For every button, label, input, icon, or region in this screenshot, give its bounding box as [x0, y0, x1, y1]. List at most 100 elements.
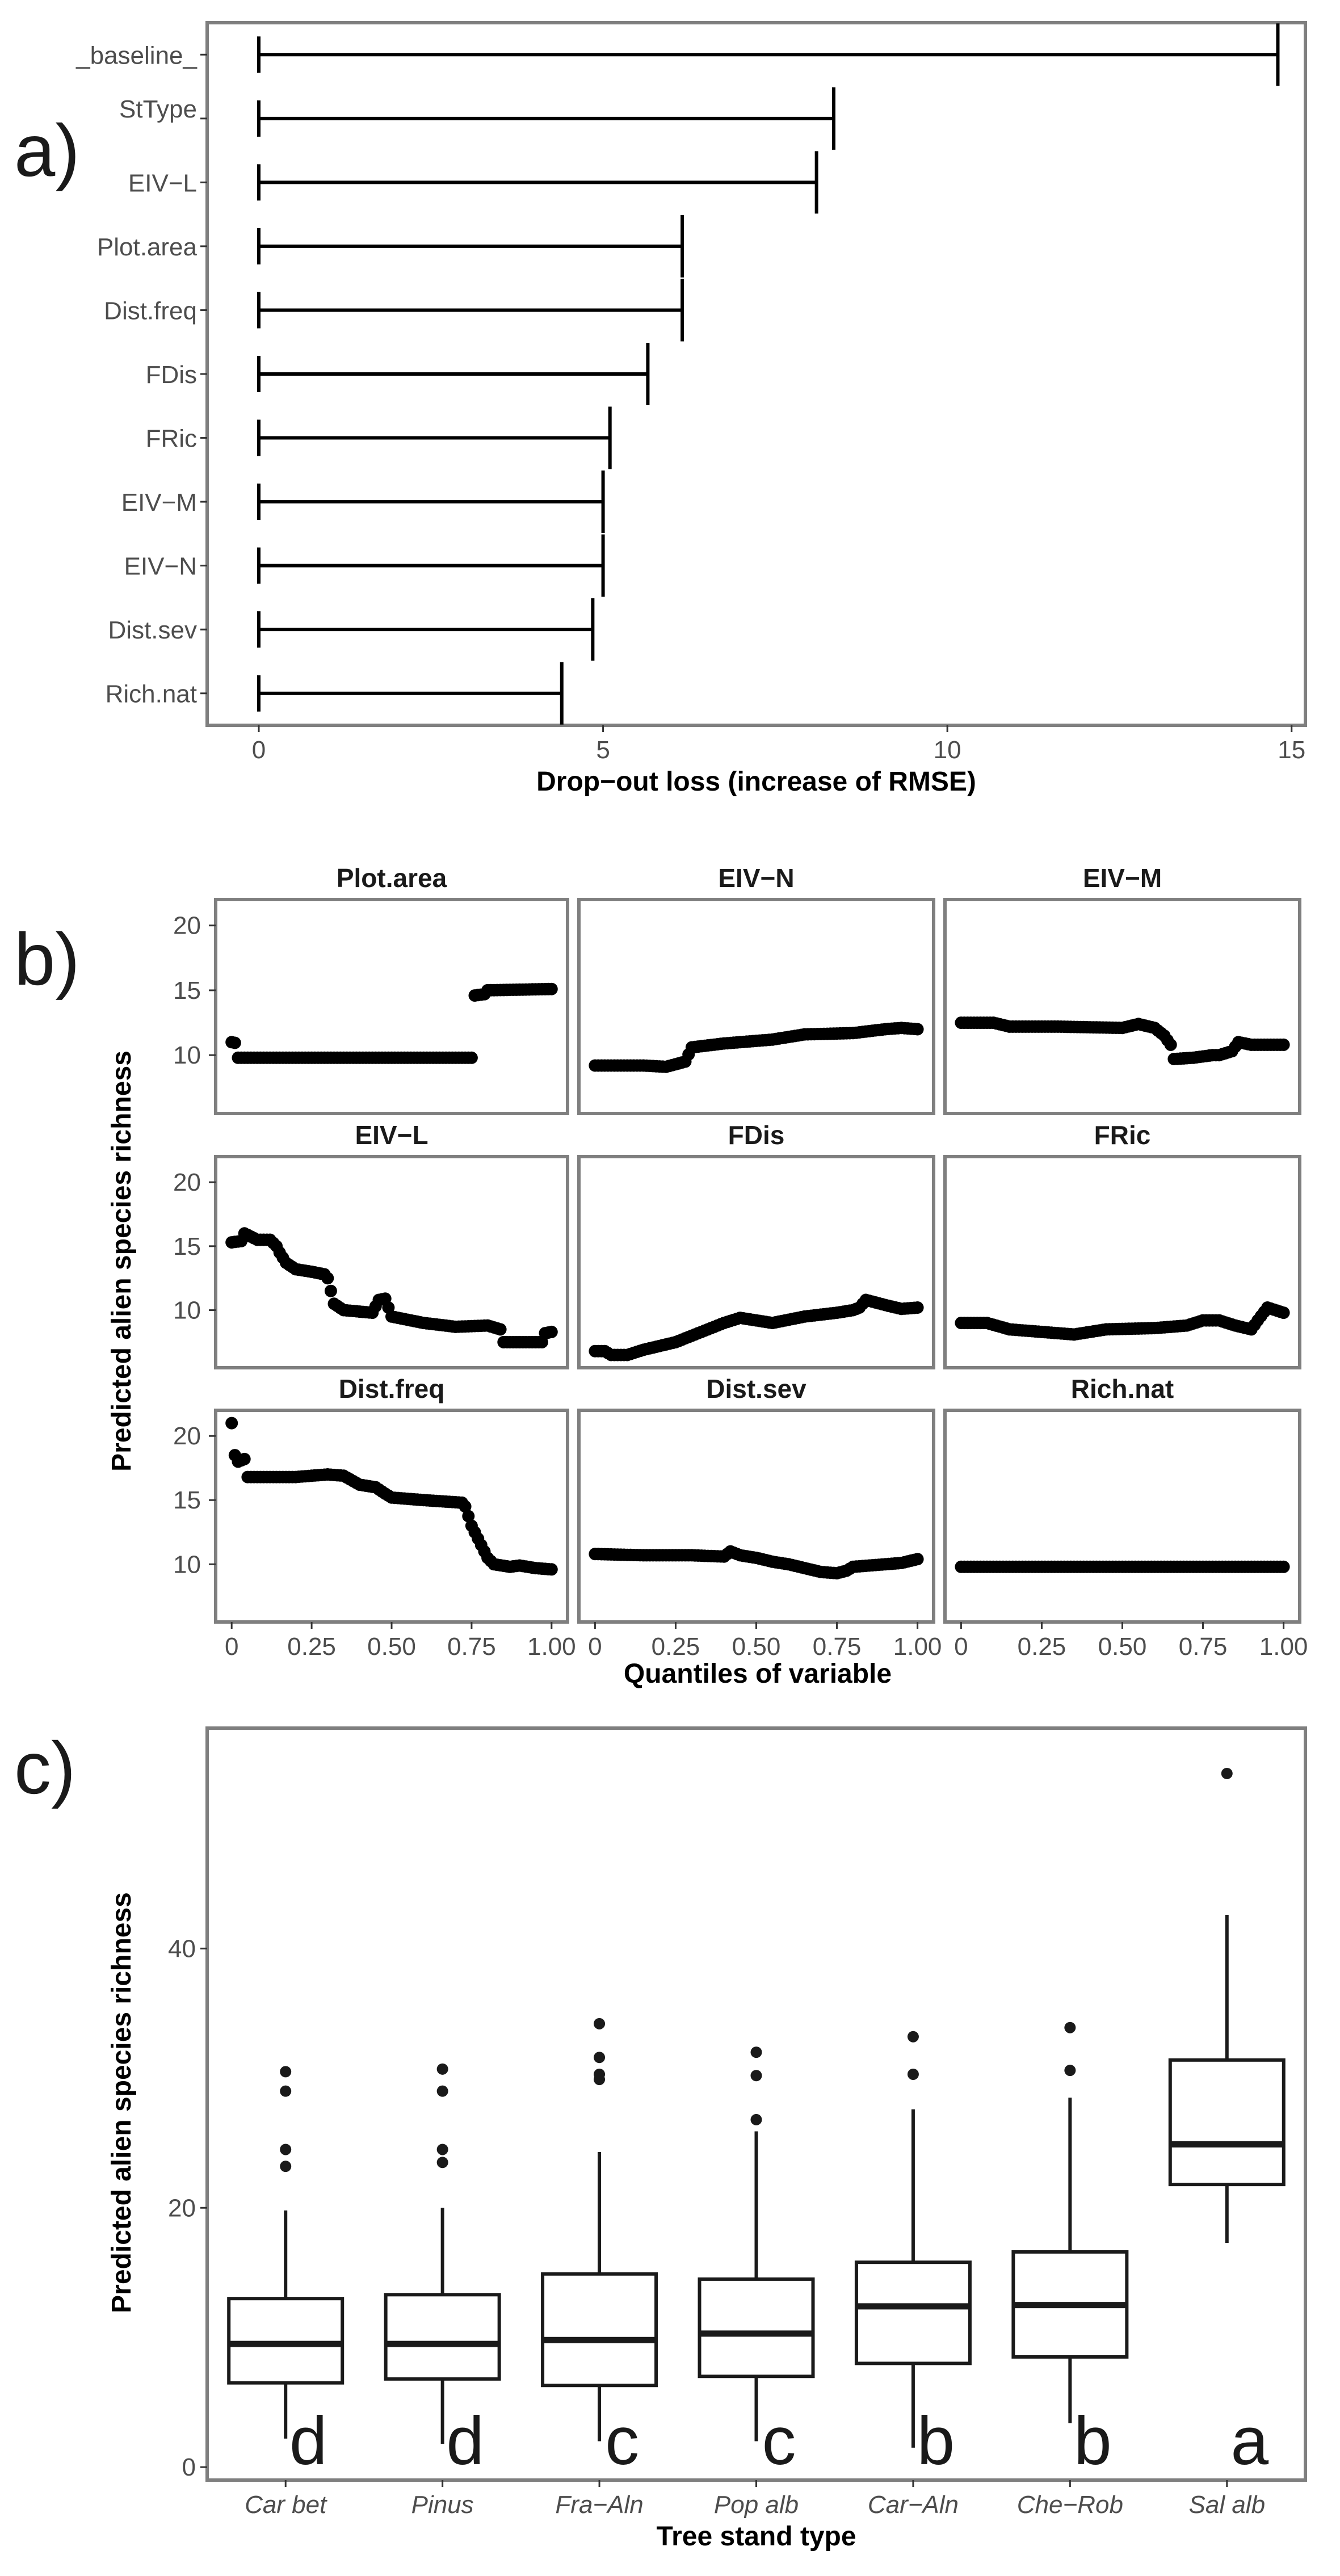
- box-0: [227, 2066, 345, 2439]
- outlier-point: [436, 2157, 448, 2169]
- facet-frame-4: [577, 1155, 935, 1369]
- y-tick-label-6-1: 15: [173, 1486, 201, 1514]
- y-tick-label-3: Plot.area: [97, 233, 198, 261]
- group-letter-3: c: [762, 2403, 796, 2479]
- profile-point: [1277, 1306, 1290, 1319]
- x-tick-label-6-1: 0.25: [287, 1633, 336, 1661]
- profile-facet-chart: Plot.area 10 15 20 EIV−N EIV−M EIV−L 10 15 20 FDis…: [107, 863, 1308, 1689]
- y-tick-label-0-1: 15: [173, 977, 201, 1005]
- y-tick-label-6-0: 10: [173, 1550, 201, 1578]
- x-tick-label-7-3: 0.75: [813, 1633, 862, 1661]
- y-tick-label-3-0: 10: [173, 1297, 201, 1325]
- y-tick-label-0: _baseline_: [75, 41, 197, 69]
- x-tick-label-8-3: 0.75: [1179, 1633, 1228, 1661]
- outlier-point: [594, 2052, 606, 2064]
- facet-title-0: Plot.area: [337, 863, 447, 893]
- x-tick-label-7-1: 0.25: [652, 1633, 700, 1661]
- outlier-point: [1064, 2065, 1076, 2077]
- outlier-point: [750, 2046, 762, 2058]
- dropout-loss-chart: _baseline_ StType EIV−L Plot.area Dist.freq F…: [75, 21, 1307, 797]
- box-body-1: [384, 2293, 501, 2381]
- profile-point: [238, 1452, 251, 1465]
- y-tick-label-2: EIV−L: [128, 169, 197, 197]
- x-tick-label-7-2: 0.50: [732, 1633, 781, 1661]
- box-4: [854, 2031, 972, 2448]
- outlier-point: [907, 2031, 919, 2043]
- x-tick-label-4: Car−Aln: [868, 2491, 959, 2519]
- facet-frame-0: [214, 898, 569, 1115]
- facet-points-7: [589, 1545, 924, 1580]
- x-tick-label-2: Fra−Aln: [555, 2491, 643, 2519]
- x-tick-label-2: 10: [934, 736, 961, 764]
- y-tick-label-3-1: 15: [173, 1233, 201, 1260]
- outlier-point: [280, 2066, 292, 2078]
- profile-point: [321, 1272, 334, 1285]
- group-letter-4: b: [917, 2403, 955, 2479]
- x-tick-label-6-3: 0.75: [447, 1633, 496, 1661]
- box-5: [1011, 2022, 1129, 2423]
- box-body-2: [541, 2272, 658, 2388]
- y-axis-title: Predicted alien species richness: [107, 1892, 137, 2313]
- group-letter-0: d: [289, 2403, 327, 2479]
- profile-point: [459, 1500, 472, 1513]
- outlier-point: [436, 2063, 448, 2075]
- facet-title-3: EIV−L: [355, 1120, 428, 1150]
- facet-frame-8: [943, 1409, 1301, 1624]
- y-tick-label-8: EIV−N: [124, 553, 197, 581]
- outlier-point: [907, 2068, 919, 2080]
- profile-point: [545, 982, 558, 995]
- x-tick-label-8-4: 1.00: [1259, 1633, 1308, 1661]
- profile-point: [911, 1023, 924, 1036]
- x-tick-label-8-1: 0.25: [1018, 1633, 1066, 1661]
- facet-points-5: [955, 1301, 1290, 1341]
- x-tick-label-6-0: 0: [225, 1633, 238, 1661]
- y-tick-label-5: FDis: [146, 361, 197, 389]
- box-body-6: [1168, 2058, 1286, 2187]
- profile-point: [494, 1323, 507, 1336]
- y-tick-label-2: 40: [168, 1935, 196, 1963]
- facet-title-4: FDis: [728, 1120, 785, 1150]
- profile-point: [228, 1036, 241, 1049]
- facet-title-2: EIV−M: [1083, 863, 1162, 893]
- facet-points-8: [955, 1560, 1290, 1573]
- facet-title-7: Dist.sev: [706, 1374, 806, 1403]
- box-6: [1168, 1767, 1286, 2243]
- profile-point: [225, 1417, 238, 1430]
- facet-frame-6: [214, 1409, 569, 1624]
- outlier-point: [436, 2144, 448, 2155]
- outlier-point: [280, 2085, 292, 2097]
- facet-points-3: [225, 1227, 558, 1348]
- y-tick-label-7: EIV−M: [121, 489, 197, 516]
- box-body-0: [227, 2297, 345, 2385]
- x-tick-label-3: 15: [1278, 736, 1305, 764]
- outlier-point: [750, 2070, 762, 2082]
- facet-points-6: [225, 1417, 558, 1576]
- box-3: [698, 2046, 815, 2441]
- y-tick-label-9: Dist.sev: [108, 616, 197, 644]
- profile-point: [911, 1301, 924, 1314]
- profile-point: [545, 1325, 558, 1338]
- y-tick-label-4: Dist.freq: [104, 297, 197, 325]
- y-tick-label-10: Rich.nat: [106, 680, 197, 708]
- y-tick-label-0-0: 10: [173, 1041, 201, 1069]
- profile-point: [545, 1563, 558, 1576]
- box-body-3: [698, 2277, 815, 2379]
- x-tick-label-7-0: 0: [588, 1633, 602, 1661]
- facet-points-1: [589, 1022, 924, 1073]
- facet-frame-7: [577, 1409, 935, 1624]
- x-tick-label-6: Sal alb: [1189, 2491, 1266, 2519]
- outlier-point: [280, 2144, 292, 2155]
- y-tick-label-1: StType: [119, 95, 197, 123]
- outlier-point: [1064, 2022, 1076, 2033]
- panel-label-b: b): [14, 918, 80, 1001]
- facet-title-8: Rich.nat: [1071, 1374, 1174, 1403]
- x-tick-label-6-4: 1.00: [527, 1633, 576, 1661]
- facet-title-5: FRic: [1094, 1120, 1151, 1150]
- facet-points-2: [955, 1016, 1290, 1065]
- x-tick-label-5: Che−Rob: [1017, 2491, 1123, 2519]
- facet-title-1: EIV−N: [718, 863, 794, 893]
- box-1: [384, 2063, 501, 2444]
- group-letter-1: d: [446, 2403, 484, 2479]
- facet-points-4: [589, 1293, 924, 1361]
- x-axis-title: Drop−out loss (increase of RMSE): [536, 767, 976, 797]
